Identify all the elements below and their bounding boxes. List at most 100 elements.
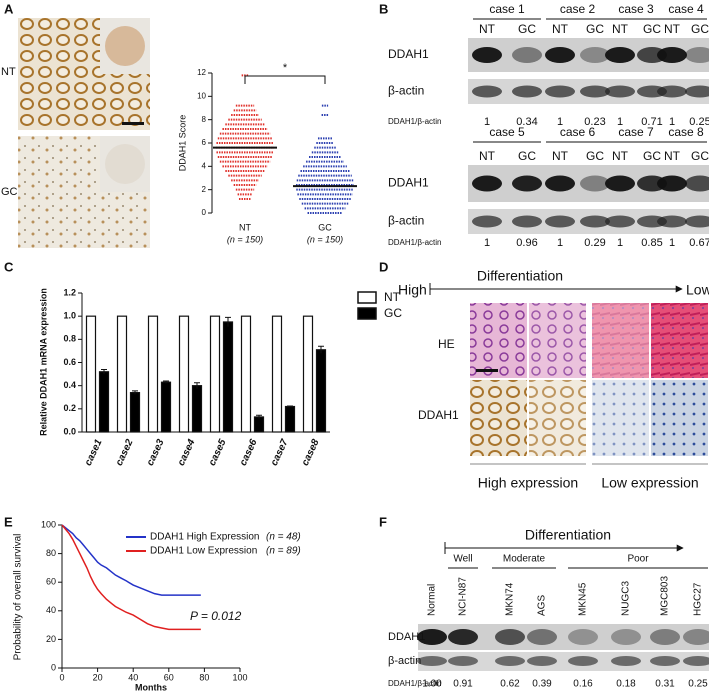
panel-label: B xyxy=(379,1,388,16)
x-tick-label: 20 xyxy=(93,672,103,682)
bar xyxy=(129,392,141,433)
lane-label: GC xyxy=(643,149,661,163)
band xyxy=(605,175,635,192)
band xyxy=(545,85,575,98)
lane-label: AGS xyxy=(537,595,548,616)
ratio: 0.34 xyxy=(516,116,537,128)
row-label: DDAH1 xyxy=(388,631,425,643)
row-label: β-actin xyxy=(388,655,421,667)
bar xyxy=(271,315,283,433)
y-tick-label: 0 xyxy=(202,208,207,217)
x-axis-label: Months xyxy=(135,682,167,692)
lane-label: GC xyxy=(691,22,709,36)
row-label: DDAH1 xyxy=(418,408,459,422)
band xyxy=(495,656,525,666)
ratio: 1 xyxy=(557,237,563,249)
legend-swatch xyxy=(357,307,377,320)
lane-label: GC xyxy=(586,149,604,163)
band xyxy=(472,175,502,192)
group-label: High expression xyxy=(478,475,578,491)
lane-label: NT xyxy=(552,22,569,36)
bar xyxy=(315,349,327,433)
n-label: (n = 150) xyxy=(227,234,263,244)
band xyxy=(512,175,542,192)
p-value: P = 0.012 xyxy=(190,609,242,623)
row-label: DDAH1 xyxy=(388,47,429,61)
case-label: case 1 xyxy=(489,2,525,16)
ratio: 0.67 xyxy=(689,237,709,249)
ratio: 0.62 xyxy=(500,679,520,690)
x-tick-label: case4 xyxy=(176,437,198,467)
bar xyxy=(240,315,252,433)
lane-label: Normal xyxy=(427,584,438,616)
band xyxy=(685,215,709,228)
lane-label: HGC27 xyxy=(693,582,704,616)
y-tick-label: 6 xyxy=(202,138,207,147)
ratio-label: DDAH1/β-actin xyxy=(388,238,442,247)
x-tick-label: case1 xyxy=(83,437,105,467)
band xyxy=(568,656,598,666)
band xyxy=(657,47,687,63)
ratio: 1 xyxy=(484,237,490,249)
lane-label: NT xyxy=(664,149,681,163)
band xyxy=(448,656,478,666)
row-label: β-actin xyxy=(388,84,424,98)
case-label: case 5 xyxy=(489,125,525,139)
bar xyxy=(178,315,190,433)
row-label: DDAH1 xyxy=(388,176,429,190)
ratio: 0.23 xyxy=(584,116,605,128)
bar xyxy=(302,315,314,433)
ratio: 1 xyxy=(617,237,623,249)
lane-label: MGC803 xyxy=(660,576,671,616)
ratio: 1 xyxy=(617,116,623,128)
band xyxy=(545,175,575,192)
ratio: 0.39 xyxy=(532,679,552,690)
band xyxy=(495,629,525,645)
band xyxy=(605,47,635,63)
micrograph xyxy=(592,303,649,378)
panel-label: A xyxy=(4,1,14,16)
ratio: 0.16 xyxy=(573,679,593,690)
arrow-end: Low xyxy=(686,282,709,298)
band xyxy=(417,629,447,645)
y-tick-label: 0.2 xyxy=(63,403,76,413)
ratio: 1 xyxy=(669,237,675,249)
blot xyxy=(418,652,709,671)
ratio: 0.25 xyxy=(689,116,709,128)
legend-swatch xyxy=(357,291,377,304)
x-tick-label: 60 xyxy=(164,672,174,682)
inset-core xyxy=(105,26,145,66)
bar xyxy=(209,315,221,433)
y-tick-label: 0 xyxy=(51,662,56,672)
bar xyxy=(160,381,172,433)
ratio: 0.29 xyxy=(584,237,605,249)
n-label: (n = 48) xyxy=(266,532,301,543)
inset-core xyxy=(105,144,145,184)
bar xyxy=(222,321,234,433)
ratio: 1.00 xyxy=(422,679,442,690)
band xyxy=(650,656,680,666)
y-tick-label: 2 xyxy=(202,185,207,194)
panel-label: F xyxy=(379,514,387,529)
legend-label: DDAH1 Low Expression xyxy=(150,546,257,557)
y-tick-label: 80 xyxy=(46,548,56,558)
ratio: 1 xyxy=(557,116,563,128)
band xyxy=(580,85,610,98)
bar xyxy=(191,385,203,433)
lane-label: NUGC3 xyxy=(621,581,632,616)
ratio-label: DDAH1/β-actin xyxy=(388,679,442,688)
lane-label: GC xyxy=(691,149,709,163)
band xyxy=(580,175,610,192)
error-bar xyxy=(318,345,324,354)
x-tick-label: case2 xyxy=(114,437,136,467)
n-label: (n = 89) xyxy=(266,546,301,557)
significance: * xyxy=(283,62,288,74)
ratio: 0.91 xyxy=(453,679,473,690)
ratio: 0.96 xyxy=(516,237,537,249)
micrograph xyxy=(470,380,527,456)
band xyxy=(611,629,641,645)
case-label: case 3 xyxy=(618,2,654,16)
lane-label: GC xyxy=(586,22,604,36)
x-tick-label: GC xyxy=(318,222,332,232)
